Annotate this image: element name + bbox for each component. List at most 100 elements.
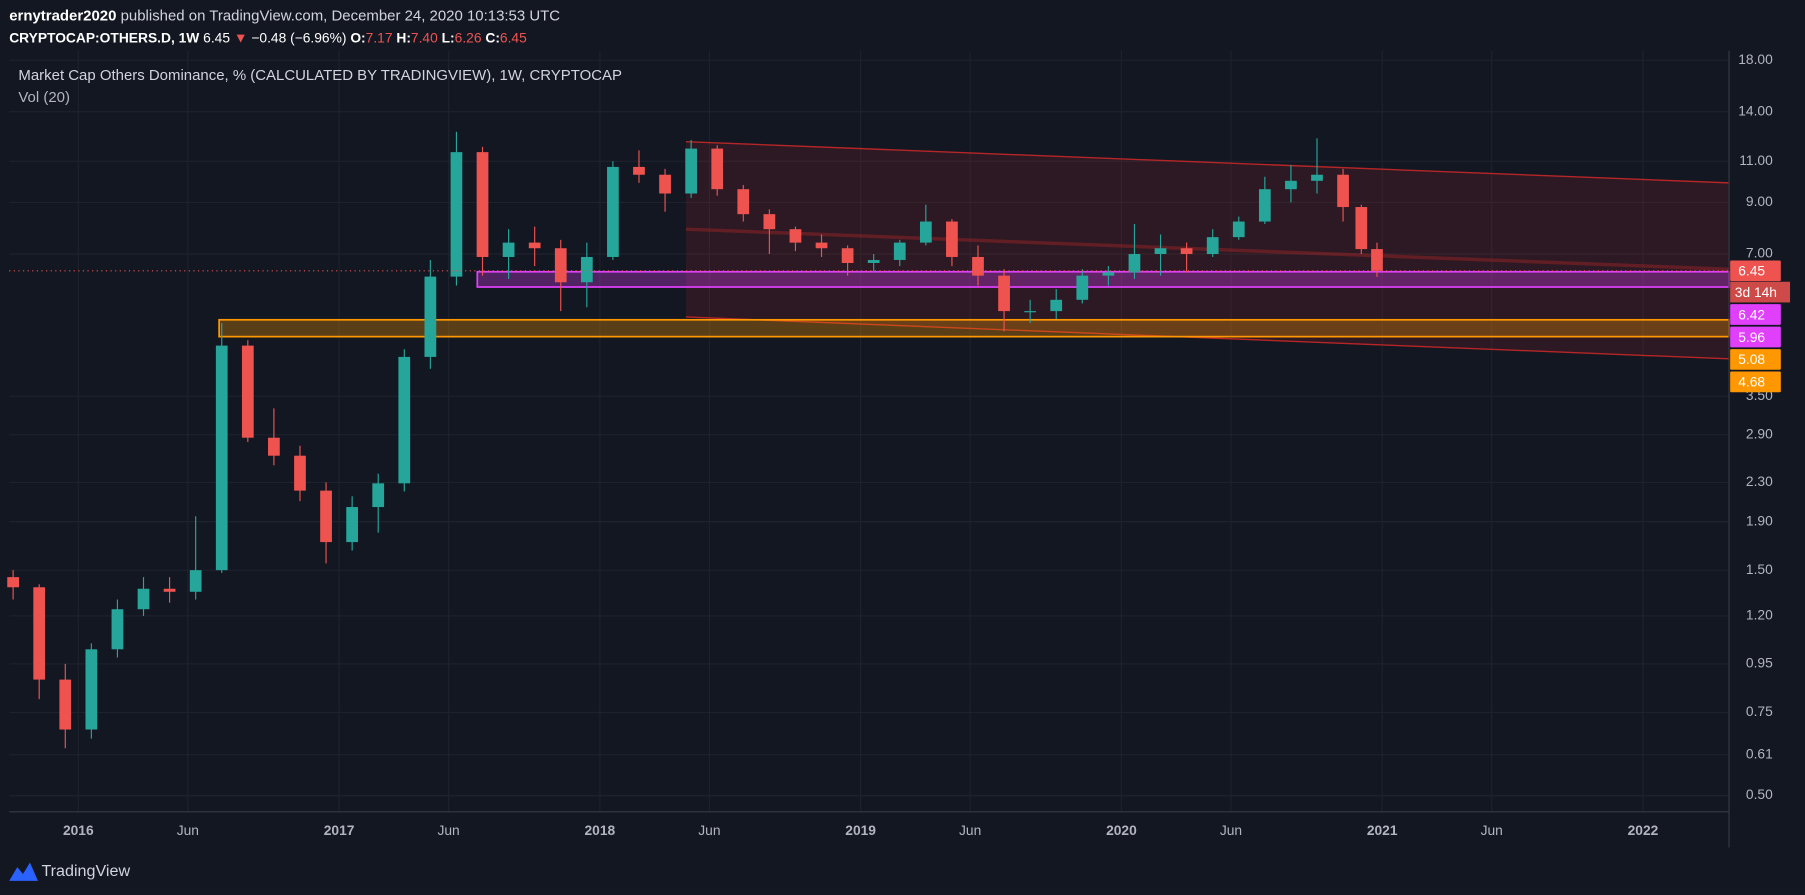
price-tag-label: 6.42 <box>1738 306 1765 322</box>
countdown-tag <box>1730 281 1791 303</box>
arrow: ▼ <box>234 29 248 45</box>
x-tick-label: 2017 <box>324 822 355 838</box>
x-tick-label: 2016 <box>63 822 94 838</box>
y-tick-label: 7.00 <box>1746 245 1773 261</box>
x-tick-label: Jun <box>437 822 459 838</box>
y-tick-label: 2.30 <box>1746 473 1773 489</box>
candle-body <box>7 577 19 588</box>
candle-body <box>111 609 124 650</box>
y-tick-label: 0.50 <box>1746 786 1773 802</box>
y-tick-label: 2.90 <box>1746 425 1773 441</box>
price-tag-label: 6.45 <box>1738 263 1765 279</box>
candle-body <box>1206 237 1219 255</box>
price-tag-label: 5.96 <box>1738 329 1765 345</box>
candle-body <box>867 259 880 263</box>
x-tick-label: Jun <box>1481 822 1503 838</box>
candle-body <box>1311 174 1323 181</box>
candle-body <box>1355 207 1368 250</box>
candle-body <box>815 242 828 249</box>
symbol: CRYPTOCAP:OTHERS.D, 1W <box>9 29 200 45</box>
y-tick-label: 1.90 <box>1746 512 1773 528</box>
logo: TradingView <box>9 862 130 881</box>
ohlc-h: 7.40 <box>411 29 438 45</box>
ohlc-c: 6.45 <box>500 29 527 45</box>
x-tick-label: Jun <box>177 822 199 838</box>
candle-body <box>1050 299 1063 312</box>
candle-body <box>502 242 515 257</box>
candle-body <box>215 345 228 571</box>
x-tick-label: Jun <box>698 822 720 838</box>
ohlc-l-label: L: <box>442 29 455 45</box>
channel-upper <box>685 141 1730 184</box>
candle-body <box>346 507 358 543</box>
candle-body <box>189 570 202 592</box>
candle-body <box>607 166 619 257</box>
y-tick-label: 0.95 <box>1746 655 1773 671</box>
countdown-label: 3d 14h <box>1735 284 1777 300</box>
candle-body <box>763 214 776 230</box>
price-tag <box>1730 371 1781 393</box>
candle-body <box>633 166 645 175</box>
candle-body <box>789 229 802 243</box>
candle-body <box>1154 248 1167 255</box>
candle-body <box>946 221 958 257</box>
candle-body <box>737 189 750 215</box>
candle-body <box>398 356 411 484</box>
y-tick-label: 0.61 <box>1746 745 1773 761</box>
y-tick-label: 0.75 <box>1746 703 1773 719</box>
publish-line: ernytrader2020 published on TradingView.… <box>9 7 560 24</box>
brand: TradingView <box>41 862 130 880</box>
candle-body <box>1180 248 1193 255</box>
candle-body <box>841 248 854 263</box>
candle-body <box>320 490 332 543</box>
zone-box <box>218 318 1730 338</box>
ohlc-h-label: H: <box>396 29 411 45</box>
candle-body <box>919 221 932 243</box>
change: −0.48 (−6.96%) <box>251 29 346 45</box>
candle-body <box>476 152 489 257</box>
candle-body <box>1258 189 1271 222</box>
x-tick-label: Jun <box>959 822 981 838</box>
x-tick-label: Jun <box>1220 822 1242 838</box>
chart-title: Market Cap Others Dominance, % (CALCULAT… <box>18 67 622 84</box>
logo-icon <box>9 862 38 881</box>
candle-body <box>580 256 593 283</box>
candle-body <box>33 587 46 680</box>
candle-body <box>972 256 984 276</box>
y-tick-label: 9.00 <box>1746 193 1773 209</box>
price-tag <box>1730 349 1781 370</box>
indicator-label: Vol (20) <box>18 89 70 106</box>
candle-body <box>998 275 1010 312</box>
x-tick-label: 2019 <box>845 822 876 838</box>
price-tag-label: 5.08 <box>1738 351 1765 367</box>
y-tick-label: 11.00 <box>1739 152 1773 168</box>
channel-lower <box>685 316 1730 360</box>
author: ernytrader2020 <box>9 7 116 24</box>
price-tag-label: 4.68 <box>1738 374 1765 390</box>
price-tag <box>1730 326 1781 348</box>
candle-body <box>685 148 698 194</box>
price-tag <box>1730 260 1781 282</box>
candle-body <box>659 174 671 194</box>
y-tick-label: 1.20 <box>1746 607 1773 623</box>
candle-body <box>1102 272 1115 276</box>
candle-body <box>294 455 306 491</box>
candle-body <box>59 679 72 730</box>
symbol-line: CRYPTOCAP:OTHERS.D, 1W 6.45 ▼ −0.48 (−6.… <box>9 29 527 45</box>
candle-body <box>1337 174 1349 208</box>
ohlc-o: 7.17 <box>366 29 393 45</box>
candle-body <box>424 276 437 357</box>
ohlc-c-label: C: <box>485 29 500 45</box>
x-tick-label: 2020 <box>1106 822 1137 838</box>
candle-body <box>1024 311 1037 313</box>
candle-body <box>711 148 724 190</box>
candle-body <box>528 242 541 249</box>
candle-body <box>893 242 906 260</box>
candle-body <box>1285 180 1297 190</box>
last: 6.45 <box>203 29 230 45</box>
candle-body <box>163 588 176 592</box>
candle-body <box>1232 221 1245 238</box>
y-tick-label: 18.00 <box>1738 51 1773 67</box>
